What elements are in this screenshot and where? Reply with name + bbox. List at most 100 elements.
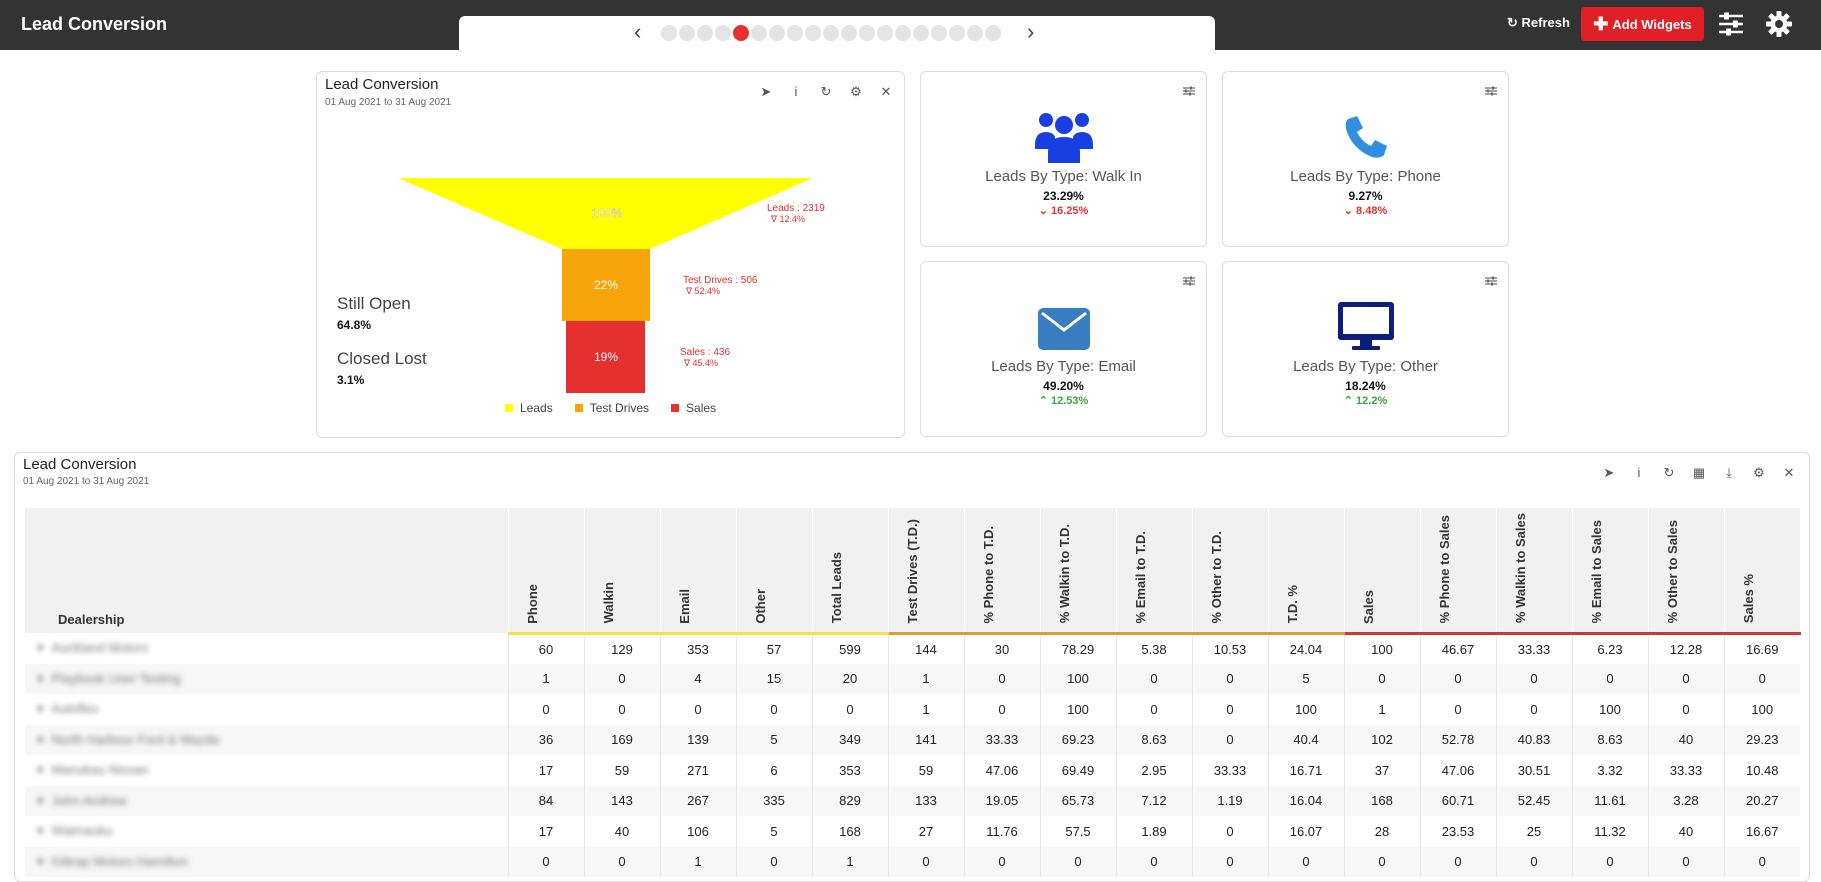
expand-arrow-icon[interactable]: ▾ [37, 823, 44, 839]
sliders-icon[interactable] [1718, 11, 1744, 37]
table-row[interactable]: ▾ Giltrap Motors Hamilton 0 0 1 0 1 0 0 0 0 0 0 0 0 0 0 0… [25, 846, 1800, 877]
page-dot[interactable] [715, 25, 731, 41]
column-header[interactable]: % Walkin to T.D. [1039, 508, 1117, 635]
page-dot[interactable] [769, 25, 785, 41]
lead-conversion-table-widget: Lead Conversion 01 Aug 2021 to 31 Aug 20… [14, 452, 1810, 882]
column-header[interactable]: T.D. % [1267, 508, 1345, 635]
page-dot[interactable] [841, 25, 857, 41]
info-icon[interactable]: i [794, 84, 798, 99]
page-dot[interactable] [787, 25, 803, 41]
column-header-label: Sales % [1740, 574, 1756, 624]
kpi-label: Leads By Type: Email [991, 358, 1136, 375]
widget-date-range: 01 Aug 2021 to 31 Aug 2021 [23, 476, 150, 487]
page-dot[interactable] [931, 25, 947, 41]
column-header[interactable]: Sales [1343, 508, 1421, 635]
table-row[interactable]: ▾ Waimauku 17 40 106 5 168 27 11.76 57.5 1.89 0 16.0… [25, 816, 1800, 847]
legend-item-leads[interactable]: Leads [505, 401, 553, 415]
table-row[interactable]: ▾ John Andrew 84 143 267 335 829 133 19.05 65.73 7… [25, 785, 1800, 816]
table-cell: 141 [887, 724, 964, 755]
table-cell: 0 [583, 663, 660, 694]
table-row[interactable]: ▾ North Harbour Ford & Mazda 36 169 139 5 349 1… [25, 724, 1800, 755]
column-header[interactable]: % Other to T.D. [1191, 508, 1269, 635]
page-dot[interactable] [679, 25, 695, 41]
page-dot[interactable] [895, 25, 911, 41]
expand-arrow-icon[interactable]: ▾ [37, 731, 44, 747]
send-icon[interactable]: ➤ [760, 84, 772, 99]
column-header[interactable]: % Email to T.D. [1115, 508, 1193, 635]
send-icon[interactable]: ➤ [1603, 465, 1615, 480]
column-header[interactable]: Email [659, 508, 737, 635]
table-row[interactable]: ▾ Autoflex 0 0 0 0 0 1 0 100 0 0 100 1 0 0 100 0 100 [25, 694, 1800, 725]
column-header[interactable]: Walkin [583, 508, 661, 635]
column-header-dealership[interactable]: Dealership [25, 508, 509, 633]
refresh-icon[interactable]: ↻ [1663, 465, 1675, 480]
page-dot-active[interactable] [733, 25, 749, 41]
table-cell: 0 [887, 846, 964, 877]
filter-settings-icon[interactable] [1485, 86, 1497, 96]
expand-arrow-icon[interactable]: ▾ [37, 853, 44, 869]
add-widgets-button[interactable]: ✚ Add Widgets [1581, 7, 1704, 41]
column-header[interactable]: % Phone to T.D. [963, 508, 1041, 635]
close-icon[interactable]: ✕ [880, 84, 892, 99]
gear-icon[interactable] [1766, 11, 1792, 37]
page-dot[interactable] [913, 25, 929, 41]
legend-item-sales[interactable]: Sales [671, 401, 716, 415]
page-dot[interactable] [823, 25, 839, 41]
close-icon[interactable]: ✕ [1783, 465, 1795, 480]
refresh-icon[interactable]: ↻ [820, 84, 832, 99]
page-dot[interactable] [949, 25, 965, 41]
column-header[interactable]: Sales % [1723, 508, 1801, 635]
column-header-label: Test Drives (T.D.) [904, 518, 920, 624]
page-dot[interactable] [661, 25, 677, 41]
chevron-right-icon[interactable]: › [1027, 19, 1035, 44]
expand-arrow-icon[interactable]: ▾ [37, 640, 44, 656]
column-header[interactable]: % Email to Sales [1571, 508, 1649, 635]
table-row[interactable]: ▾ Playbook User Testing 1 0 4 15 20 1 0 100 0 0 5 0 0 0… [25, 663, 1800, 694]
page-dot[interactable] [877, 25, 893, 41]
funnel-stage-leads [398, 178, 813, 249]
gear-icon[interactable]: ⚙ [850, 84, 862, 99]
table-cell: 5 [735, 816, 812, 847]
table-cell: 0 [1115, 846, 1192, 877]
column-header[interactable]: Total Leads [811, 508, 889, 635]
column-header[interactable]: Phone [507, 508, 585, 635]
filter-settings-icon[interactable] [1485, 276, 1497, 286]
page-dot[interactable] [859, 25, 875, 41]
table-icon[interactable]: ▦ [1692, 465, 1706, 480]
page-dot[interactable] [697, 25, 713, 41]
page-dot[interactable] [751, 25, 767, 41]
column-header[interactable]: Test Drives (T.D.) [887, 508, 965, 635]
dealership-label: Manukau Nissan [51, 762, 149, 778]
table-cell: 16.67 [1723, 816, 1800, 847]
legend-label: Test Drives [589, 401, 650, 415]
column-header[interactable]: % Walkin to Sales [1495, 508, 1573, 635]
column-header[interactable]: % Phone to Sales [1419, 508, 1497, 635]
page-dot[interactable] [967, 25, 983, 41]
funnel-pct-leads: 100% [592, 206, 623, 220]
table-row[interactable]: ▾ Manukau Nissan 17 59 271 6 353 59 47.06 69.49 2.… [25, 755, 1800, 786]
column-header[interactable]: % Other to Sales [1647, 508, 1725, 635]
legend-item-test-drives[interactable]: Test Drives [574, 401, 650, 415]
expand-arrow-icon[interactable]: ▾ [37, 762, 44, 778]
expand-arrow-icon[interactable]: ▾ [37, 701, 44, 717]
filter-settings-icon[interactable] [1183, 86, 1195, 96]
table-cell: 36 [507, 724, 584, 755]
gear-icon[interactable]: ⚙ [1753, 465, 1765, 480]
column-header[interactable]: Other [735, 508, 813, 635]
phone-icon [1345, 116, 1387, 158]
table-cell: 0 [811, 694, 888, 725]
page-dot[interactable] [985, 25, 1001, 41]
table-row[interactable]: ▾ Auckland Motors 60 129 353 57 599 144 30 78.29 5… [25, 633, 1800, 664]
refresh-button[interactable]: ↻ Refresh [1507, 15, 1570, 31]
download-icon[interactable]: ⤓ [1726, 465, 1732, 480]
table-cell: 10.48 [1723, 755, 1800, 786]
table-cell: 0 [1115, 694, 1192, 725]
table-cell: 8.63 [1115, 724, 1192, 755]
filter-settings-icon[interactable] [1183, 276, 1195, 286]
page-dot[interactable] [805, 25, 821, 41]
table-cell: 102 [1343, 724, 1420, 755]
info-icon[interactable]: i [1637, 465, 1641, 480]
expand-arrow-icon[interactable]: ▾ [37, 792, 44, 808]
chevron-left-icon[interactable]: ‹ [634, 19, 642, 44]
expand-arrow-icon[interactable]: ▾ [37, 670, 44, 686]
